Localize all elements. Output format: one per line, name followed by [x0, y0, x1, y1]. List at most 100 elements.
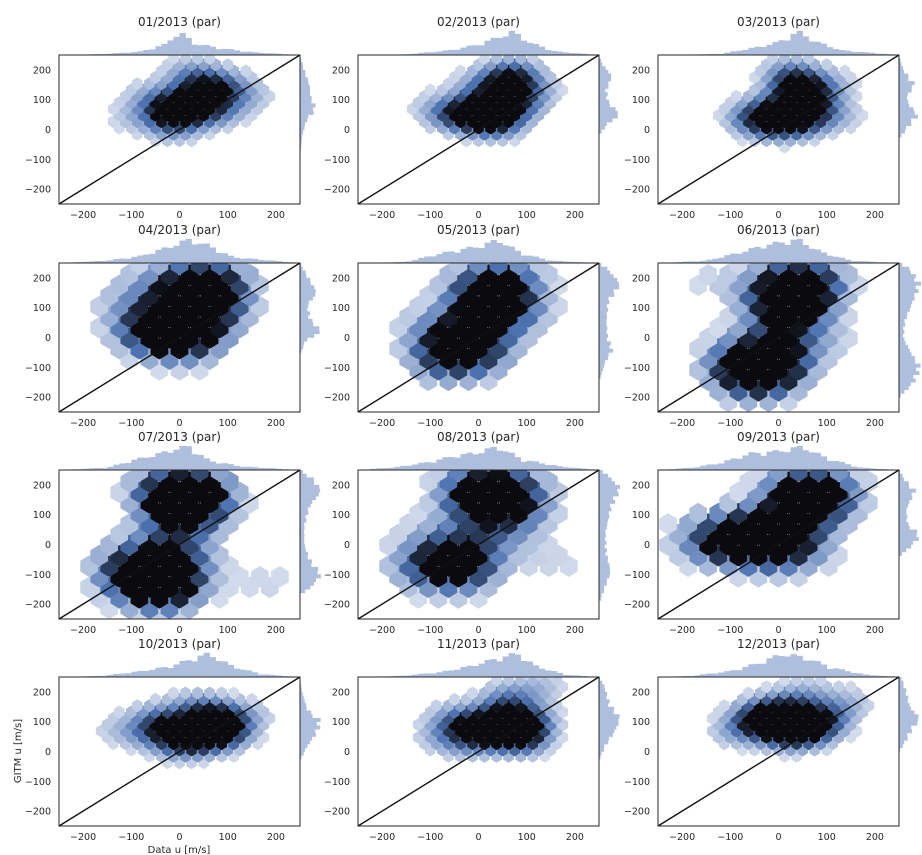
histogram-bar	[874, 468, 882, 470]
histogram-bar	[430, 256, 437, 263]
histogram-bar	[712, 464, 719, 470]
y-tick-label: 0	[344, 125, 350, 136]
histogram-bar	[599, 114, 618, 119]
hexbin-layer	[706, 677, 875, 763]
histogram-bar	[263, 468, 271, 470]
histogram-bar	[269, 260, 277, 263]
x-tick-label: 200	[566, 832, 584, 843]
hex-bin	[529, 470, 548, 482]
histogram-bar	[712, 53, 719, 55]
histogram-bar	[215, 49, 222, 55]
histogram-bar	[185, 238, 192, 263]
panel-title: 11/2013 (par)	[437, 637, 520, 651]
histogram-bar	[300, 585, 311, 590]
y-tick-label: 100	[332, 303, 350, 314]
y-tick-label: −100	[25, 363, 51, 374]
histogram-bar	[899, 717, 918, 722]
histogram-bar	[826, 47, 834, 55]
histogram-bar	[460, 454, 467, 470]
y-tick-label: −200	[624, 807, 650, 818]
histogram-bar	[599, 333, 608, 338]
y-tick-label: 200	[632, 65, 650, 76]
histogram-bar	[300, 736, 312, 741]
histogram-bar	[899, 352, 912, 357]
y-tick-label: −200	[624, 600, 650, 611]
x-tick-label: 200	[866, 625, 884, 636]
histogram-bar	[814, 661, 821, 677]
histogram-bar	[796, 655, 803, 677]
histogram-bar	[173, 245, 180, 263]
histogram-bar	[844, 464, 852, 470]
y-tick-label: 100	[33, 95, 51, 106]
histogram-bar	[599, 330, 607, 335]
x-tick-label: −100	[417, 832, 443, 843]
marginal-y-histogram	[899, 677, 919, 752]
histogram-bar	[868, 261, 876, 263]
hex-bin	[113, 705, 125, 719]
y-tick-label: −100	[324, 363, 350, 374]
histogram-bar	[899, 503, 909, 508]
identity-line	[58, 676, 301, 827]
histogram-bar	[143, 49, 150, 55]
histogram-bar	[899, 522, 909, 527]
histogram-bar	[257, 259, 265, 263]
histogram-bar	[742, 666, 749, 677]
histogram-bar	[856, 51, 864, 55]
histogram-bar	[899, 270, 911, 275]
histogram-bar	[826, 668, 834, 677]
histogram-bar	[899, 688, 907, 693]
histogram-bar	[532, 43, 540, 55]
histogram-bar	[478, 663, 485, 677]
marginal-y-histogram	[599, 58, 618, 134]
histogram-bar	[599, 307, 609, 312]
histogram-bar	[227, 255, 235, 263]
x-tick-label: 100	[518, 832, 536, 843]
histogram-bar	[436, 51, 443, 55]
histogram-bar	[466, 665, 473, 677]
histogram-bar	[478, 247, 485, 263]
identity-line	[657, 469, 900, 620]
histogram-bar	[899, 548, 907, 553]
histogram-bar	[215, 252, 222, 263]
histogram-bar	[89, 468, 96, 470]
histogram-bar	[599, 589, 605, 594]
histogram-bar	[730, 458, 737, 470]
histogram-bar	[300, 729, 316, 734]
identity-line	[657, 262, 900, 413]
histogram-bar	[556, 260, 564, 263]
x-tick-label: 0	[775, 210, 781, 221]
histogram-bar	[700, 465, 707, 470]
hex-bin	[479, 55, 490, 65]
histogram-bar	[161, 667, 168, 677]
histogram-bar	[550, 671, 558, 677]
hex-bin	[749, 263, 768, 275]
histogram-bar	[300, 277, 311, 282]
histogram-bar	[862, 261, 870, 263]
x-tick-label: 200	[267, 625, 285, 636]
histogram-bar	[599, 699, 610, 704]
histogram-bar	[300, 473, 307, 478]
histogram-bar	[149, 669, 156, 677]
histogram-bar	[568, 675, 576, 677]
histogram-bar	[251, 52, 259, 55]
hexbin-layer	[90, 263, 269, 381]
histogram-bar	[814, 249, 821, 263]
histogram-bar	[838, 669, 846, 677]
panel-3: 03/2013 (par) −200 −200 −100 −100 0 0 100 100 200…	[624, 15, 918, 221]
histogram-bar	[599, 322, 607, 327]
histogram-bar	[370, 468, 377, 470]
histogram-bar	[221, 253, 228, 263]
histogram-bar	[173, 449, 180, 470]
identity-line	[657, 54, 900, 205]
axes-frame	[657, 262, 900, 413]
histogram-bar	[856, 261, 864, 263]
histogram-bar	[730, 670, 737, 677]
hex-bin	[533, 677, 545, 681]
histogram-bar	[899, 326, 904, 331]
histogram-bar	[599, 578, 607, 583]
histogram-bar	[478, 453, 485, 470]
histogram-bar	[808, 41, 815, 55]
histogram-bar	[137, 457, 144, 470]
histogram-bar	[724, 52, 731, 55]
histogram-bar	[430, 52, 437, 55]
